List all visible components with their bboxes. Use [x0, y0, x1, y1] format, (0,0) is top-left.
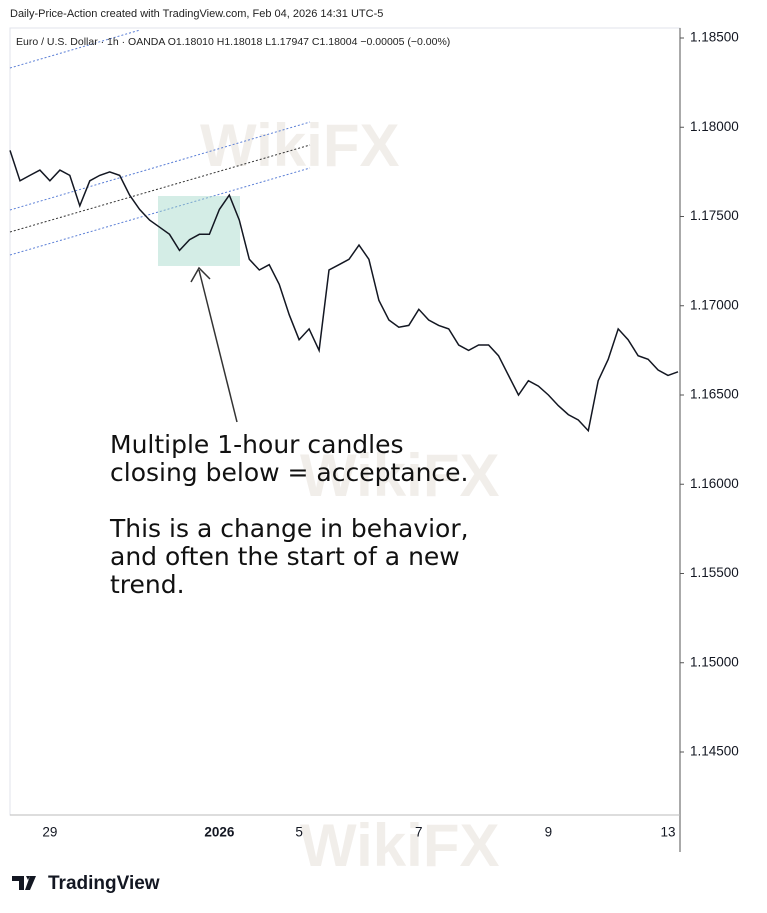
channel-line — [9, 121, 311, 211]
logo-text: TradingView — [48, 873, 160, 894]
y-tick-label: 1.17000 — [690, 297, 739, 312]
channel-line — [9, 167, 311, 256]
y-tick-label: 1.18000 — [690, 119, 739, 134]
annotation: This is a change in behavior, — [109, 514, 469, 543]
annotation: closing below = acceptance. — [110, 458, 469, 487]
highlight-box — [158, 196, 240, 266]
header: Daily-Price-Action created with TradingV… — [10, 8, 383, 20]
y-tick-label: 1.17500 — [690, 208, 739, 223]
legend: Euro / U.S. Dollar · 1h · OANDA O1.18010… — [16, 36, 450, 48]
watermark: WikiFX — [300, 812, 499, 879]
watermark: WikiFX — [300, 442, 499, 509]
channel — [9, 29, 311, 256]
x-tick-label: 13 — [661, 825, 676, 840]
logo-mark — [12, 876, 36, 890]
y-tick-label: 1.16000 — [690, 476, 739, 491]
annotation: trend. — [110, 570, 185, 599]
x-tick-label: 5 — [295, 825, 303, 840]
y-tick-label: 1.15500 — [690, 565, 739, 580]
y-tick-label: 1.16500 — [690, 387, 739, 402]
y-tick-label: 1.18500 — [690, 30, 739, 45]
annotation: and often the start of a new — [110, 542, 460, 571]
x-tick-label: 7 — [415, 825, 423, 840]
arrow-head — [190, 266, 211, 283]
logo: TradingView — [12, 873, 160, 894]
channel-line — [9, 29, 141, 69]
x-tick-label: 2026 — [204, 825, 235, 840]
x-tick-label: 29 — [42, 825, 57, 840]
arrow — [198, 269, 238, 423]
price-line — [9, 150, 679, 433]
channel-line — [9, 144, 311, 233]
annotation: Multiple 1-hour candles — [110, 430, 404, 459]
y-tick-label: 1.14500 — [690, 744, 739, 759]
x-tick-label: 9 — [545, 825, 553, 840]
y-tick-label: 1.15000 — [690, 654, 739, 669]
